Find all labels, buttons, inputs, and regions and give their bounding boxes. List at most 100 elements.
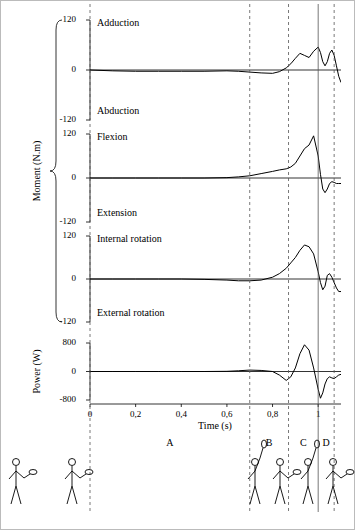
body [16, 466, 17, 486]
curve [90, 245, 341, 292]
racket-head [293, 470, 301, 475]
brace [50, 20, 62, 322]
y-tick [86, 236, 90, 237]
stick-figure [326, 459, 354, 505]
annotation: Adduction [97, 17, 139, 28]
y-tick-label: -800 [60, 394, 77, 404]
phase-line [288, 4, 289, 512]
annotation: Flexion [97, 131, 128, 142]
arm [72, 471, 80, 478]
stick-figure [65, 459, 93, 505]
x-tick [226, 404, 227, 407]
figure: -120 0 120 Adduction Abduction -120 0 120 Flexio… [0, 0, 355, 530]
y-label: Moment (N.m) [31, 141, 43, 202]
arm [280, 471, 288, 478]
y-tick-label: 120 [63, 128, 77, 138]
head [69, 459, 76, 466]
arm [301, 471, 308, 479]
panel: -800 0 800 Power (W) [31, 337, 341, 404]
racket-handle [288, 474, 294, 478]
phase-label: A [166, 437, 174, 448]
leg [333, 486, 338, 504]
racket-handle [341, 474, 347, 478]
phase-label: D [323, 437, 330, 448]
y-tick [86, 134, 90, 135]
data-group [90, 136, 341, 193]
y-tick [86, 70, 90, 71]
panel: -120 0 120 Adduction Abduction [60, 14, 342, 124]
stick-figure [9, 459, 37, 505]
racket-head [29, 470, 37, 475]
arm [65, 471, 72, 479]
racket-head [315, 440, 320, 448]
y-tick [86, 371, 90, 372]
x-label: Time (s) [198, 420, 232, 432]
leg [67, 486, 72, 504]
stick-figure [248, 440, 267, 504]
leg [328, 486, 333, 504]
curve [90, 47, 341, 82]
panel: -1200120FlexionExtension [60, 128, 342, 226]
y-tick [86, 20, 90, 21]
y-tick-label: -120 [60, 216, 77, 226]
leg [280, 486, 285, 504]
head [13, 459, 20, 466]
stick-figure [301, 440, 320, 504]
arm [248, 471, 255, 479]
racket-head [346, 470, 354, 475]
data-group [90, 345, 341, 398]
arm [333, 471, 341, 478]
annotation: Internal rotation [97, 233, 162, 244]
x-tick-label: 0,8 [267, 409, 279, 419]
phase-line [90, 4, 91, 512]
y-tick [86, 222, 90, 223]
x-tick [181, 404, 182, 407]
y-label: Power (W) [31, 349, 43, 393]
body [72, 466, 73, 486]
annotation: Abduction [97, 105, 139, 116]
leg [255, 486, 260, 504]
x-axis [90, 404, 341, 405]
body [333, 466, 334, 486]
arm [16, 471, 24, 478]
y-tick-label: 0 [72, 366, 77, 376]
x-tick-label: 0,6 [221, 409, 233, 419]
annotation: External rotation [97, 307, 164, 318]
y-tick [86, 343, 90, 344]
x-tick-label: 0,4 [176, 409, 188, 419]
racket-head [262, 440, 267, 448]
racket-handle [80, 474, 86, 478]
leg [16, 486, 21, 504]
y-tick-label: -120 [60, 316, 77, 326]
curve [90, 136, 341, 193]
phase-line [318, 4, 319, 512]
leg [72, 486, 77, 504]
y-tick [86, 120, 90, 121]
racket-handle [24, 474, 30, 478]
arm [326, 471, 333, 479]
y-tick-label: -120 [60, 114, 77, 124]
body [280, 466, 281, 486]
racket-head [85, 470, 93, 475]
y-tick [86, 400, 90, 401]
y-tick [86, 279, 90, 280]
racket-handle [313, 448, 316, 458]
y-tick-label: 120 [63, 14, 77, 24]
y-tick [86, 322, 90, 323]
phase-line [249, 4, 250, 512]
leg [275, 486, 280, 504]
head [277, 459, 284, 466]
x-tick-label: 0,2 [130, 409, 141, 419]
leg [250, 486, 255, 504]
frame [1, 1, 355, 530]
leg [303, 486, 308, 504]
y-tick-label: 0 [72, 64, 77, 74]
head [330, 459, 337, 466]
arm [308, 458, 313, 471]
y-tick-label: 800 [63, 337, 77, 347]
arm [9, 471, 16, 479]
y-tick-label: 0 [72, 172, 77, 182]
arm [255, 458, 260, 471]
stick-figure [273, 459, 301, 505]
y-tick-label: 120 [63, 230, 77, 240]
